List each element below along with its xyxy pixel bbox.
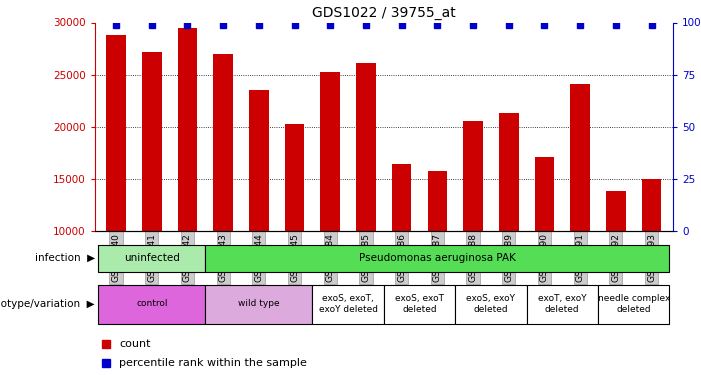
Bar [107,35,126,231]
Text: Pseudomonas aeruginosa PAK: Pseudomonas aeruginosa PAK [359,253,516,263]
Bar [463,122,483,231]
Text: percentile rank within the sample: percentile rank within the sample [119,358,307,368]
Text: exoS, exoY
deleted: exoS, exoY deleted [466,294,515,314]
Bar [526,285,598,324]
Text: wild type: wild type [238,299,280,308]
Bar [213,54,233,231]
Bar [205,245,669,272]
Bar [98,285,205,324]
Text: count: count [119,339,151,349]
Bar [535,157,554,231]
Bar [356,63,376,231]
Bar [177,28,197,231]
Bar [249,90,268,231]
Bar [205,285,313,324]
Text: genotype/variation  ▶: genotype/variation ▶ [0,299,95,309]
Bar [428,171,447,231]
Title: GDS1022 / 39755_at: GDS1022 / 39755_at [312,6,456,20]
Bar [641,178,661,231]
Bar [499,113,519,231]
Bar [606,191,626,231]
Bar [571,84,590,231]
Text: exoT, exoY
deleted: exoT, exoY deleted [538,294,587,314]
Text: control: control [136,299,168,308]
Text: exoS, exoT,
exoY deleted: exoS, exoT, exoY deleted [318,294,378,314]
Text: infection  ▶: infection ▶ [34,253,95,263]
Bar [392,164,411,231]
Text: uninfected: uninfected [124,253,179,263]
Bar [455,285,526,324]
Text: exoS, exoT
deleted: exoS, exoT deleted [395,294,444,314]
Bar [142,52,161,231]
Bar [98,245,205,272]
Bar [285,124,304,231]
Text: needle complex
deleted: needle complex deleted [597,294,670,314]
Bar [384,285,455,324]
Bar [320,72,340,231]
Bar [598,285,669,324]
Bar [313,285,384,324]
